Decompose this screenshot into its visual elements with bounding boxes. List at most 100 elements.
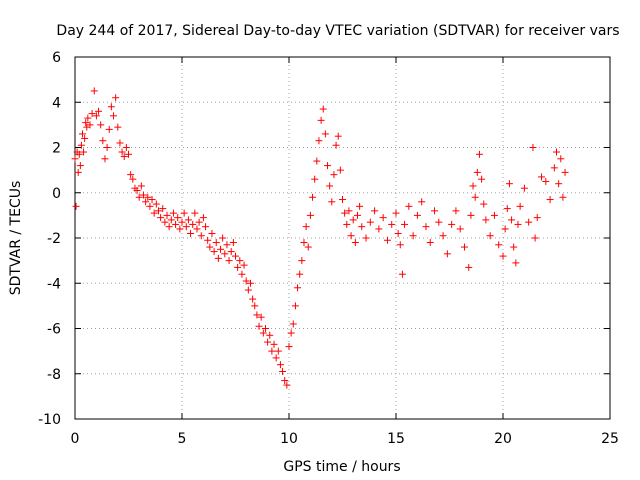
- data-point: [259, 329, 267, 337]
- data-point: [172, 220, 180, 228]
- data-point: [456, 225, 464, 233]
- data-point: [469, 182, 477, 190]
- data-point: [324, 162, 332, 170]
- data-point: [336, 166, 344, 174]
- data-point: [285, 343, 293, 351]
- data-point: [199, 214, 207, 222]
- data-point: [512, 259, 520, 267]
- data-point: [244, 286, 252, 294]
- data-point: [343, 220, 351, 228]
- data-point: [78, 130, 86, 138]
- data-point: [137, 182, 145, 190]
- data-point: [478, 175, 486, 183]
- data-point: [283, 381, 291, 389]
- data-point: [396, 241, 404, 249]
- data-point: [405, 202, 413, 210]
- data-point: [144, 193, 152, 201]
- axis-ticks: [74, 56, 611, 420]
- data-point: [339, 196, 346, 204]
- data-point: [82, 119, 90, 127]
- data-point: [139, 191, 147, 199]
- data-point: [75, 150, 83, 158]
- y-tick-label: -6: [47, 322, 61, 338]
- data-point: [326, 182, 334, 190]
- data-point: [150, 209, 158, 217]
- data-point: [204, 236, 212, 244]
- data-point: [328, 198, 336, 206]
- data-point: [74, 168, 82, 176]
- data-point: [315, 137, 323, 145]
- data-point: [253, 311, 261, 319]
- chart-title: Day 244 of 2017, Sidereal Day-to-day VTE…: [56, 23, 619, 39]
- data-point: [129, 175, 137, 183]
- data-point: [127, 171, 135, 179]
- data-point: [435, 218, 443, 226]
- data-point: [313, 157, 321, 165]
- data-point: [409, 232, 417, 240]
- data-point: [264, 338, 272, 346]
- y-tick-label: -8: [47, 367, 61, 383]
- data-point: [480, 200, 488, 208]
- data-point: [426, 239, 434, 247]
- data-point: [486, 232, 494, 240]
- data-point: [379, 214, 387, 222]
- data-point: [133, 186, 141, 194]
- y-axis-label: SDTVAR / TECUs: [8, 181, 24, 296]
- grid: [75, 57, 610, 419]
- data-point: [193, 225, 201, 233]
- data-point: [550, 164, 558, 172]
- data-point: [95, 107, 103, 115]
- data-point: [206, 243, 214, 251]
- data-point: [358, 223, 366, 231]
- data-point: [227, 248, 235, 256]
- data-point: [178, 218, 186, 226]
- data-point: [234, 263, 242, 271]
- data-point: [84, 114, 92, 122]
- data-point: [161, 218, 169, 226]
- data-point: [72, 202, 80, 210]
- x-tick-label: 5: [178, 431, 187, 447]
- data-point: [232, 252, 239, 260]
- data-point: [163, 211, 171, 219]
- data-point: [467, 211, 475, 219]
- data-point: [298, 257, 306, 265]
- data-point: [92, 112, 100, 120]
- data-point: [116, 139, 124, 147]
- data-point: [345, 207, 353, 215]
- data-point: [99, 137, 107, 145]
- data-point: [159, 205, 167, 213]
- data-point: [90, 87, 98, 95]
- data-point: [559, 193, 567, 201]
- data-point: [182, 223, 190, 231]
- data-point: [276, 361, 284, 369]
- y-tick-label: 6: [52, 50, 61, 66]
- data-point: [107, 103, 115, 111]
- data-point: [274, 347, 282, 355]
- data-point: [86, 121, 94, 129]
- data-point: [388, 220, 396, 228]
- data-point: [152, 200, 160, 208]
- data-point: [257, 313, 265, 321]
- data-point: [157, 214, 165, 222]
- data-point: [443, 250, 451, 258]
- data-point: [169, 209, 177, 217]
- x-tick-label: 20: [494, 431, 512, 447]
- data-point: [351, 239, 359, 247]
- data-point: [176, 225, 184, 233]
- data-point: [291, 302, 299, 310]
- data-point: [240, 261, 248, 269]
- data-point: [266, 331, 274, 339]
- data-point: [473, 168, 481, 176]
- data-point: [317, 116, 325, 124]
- x-tick-label: 15: [387, 431, 405, 447]
- data-point: [110, 112, 118, 120]
- data-point: [516, 202, 524, 210]
- data-point: [272, 354, 280, 362]
- data-point: [71, 155, 79, 163]
- data-point: [319, 105, 327, 113]
- data-point: [296, 270, 304, 278]
- data-point: [195, 218, 203, 226]
- data-point: [135, 193, 143, 201]
- data-point: [281, 377, 289, 385]
